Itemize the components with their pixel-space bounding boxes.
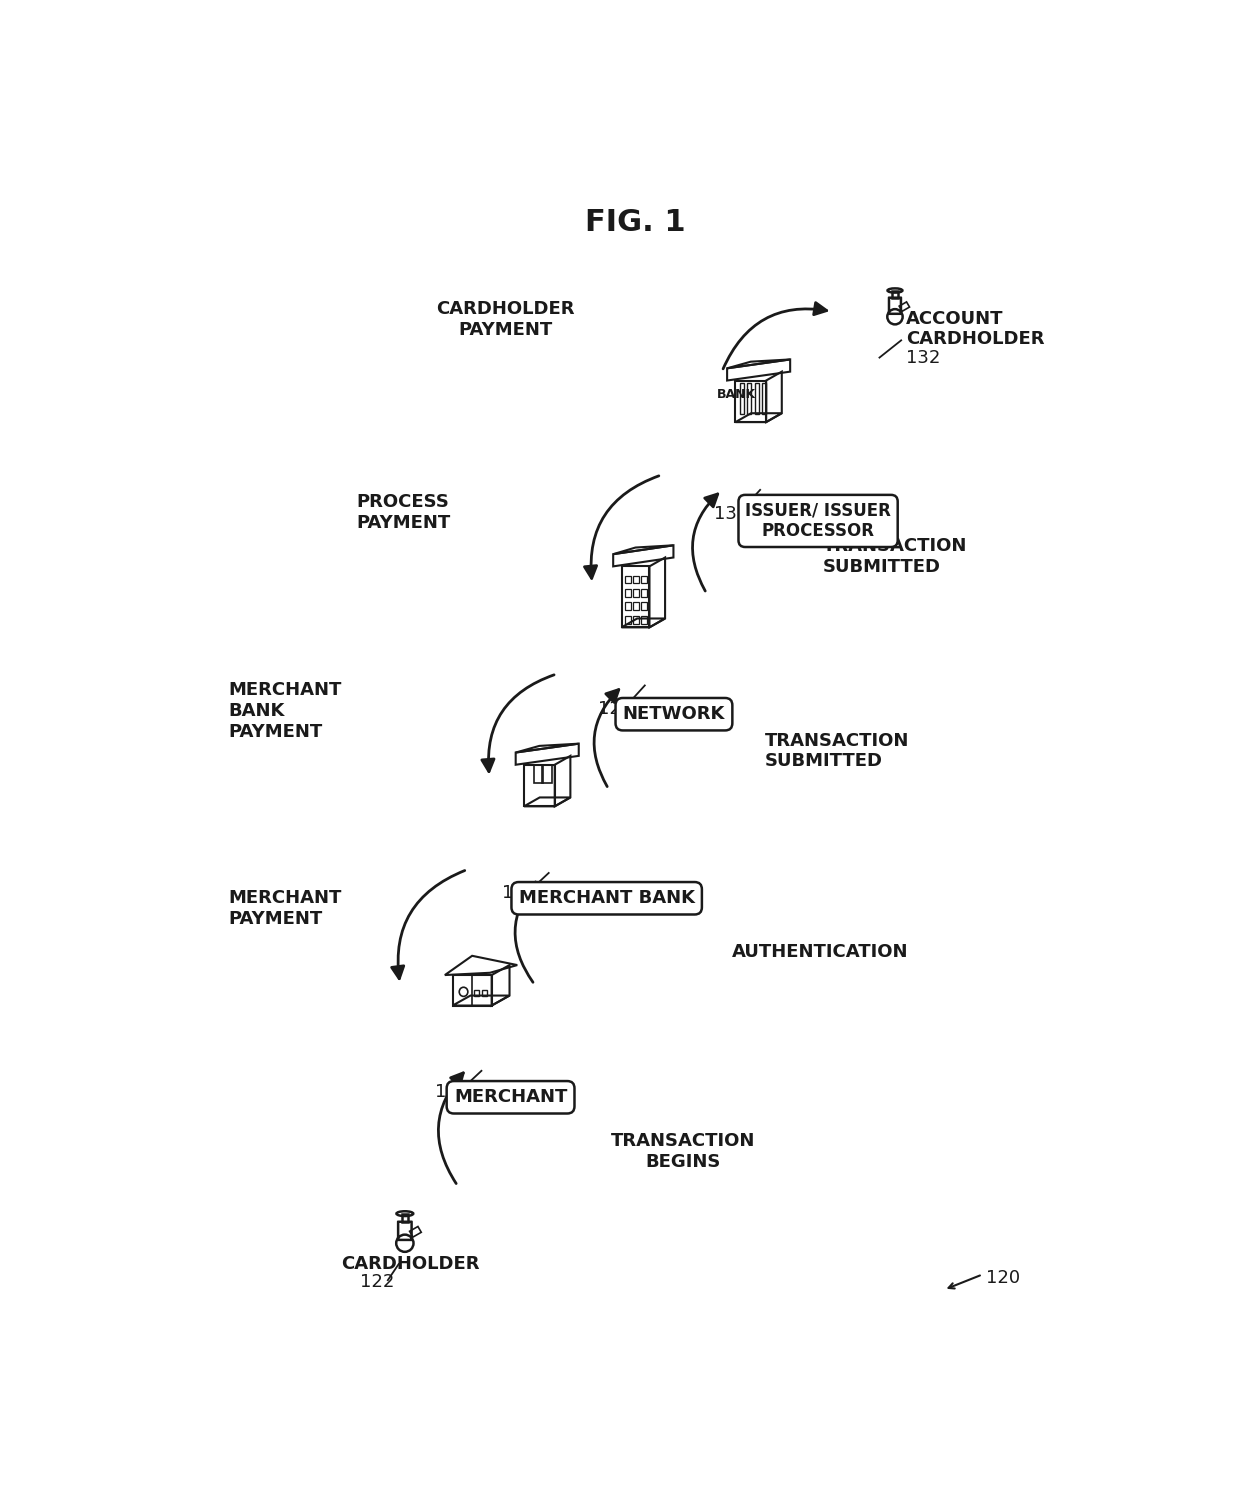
- Text: ISSUER/ ISSUER
PROCESSOR: ISSUER/ ISSUER PROCESSOR: [745, 502, 892, 541]
- Text: BANK: BANK: [717, 388, 756, 400]
- Bar: [534, 765, 543, 783]
- Text: PROCESS
PAYMENT: PROCESS PAYMENT: [357, 493, 451, 532]
- Text: 126: 126: [502, 884, 537, 902]
- Text: 130: 130: [714, 505, 748, 523]
- Bar: [525, 765, 554, 807]
- Text: CARDHOLDER
PAYMENT: CARDHOLDER PAYMENT: [436, 300, 575, 339]
- Text: CARDHOLDER: CARDHOLDER: [341, 1255, 480, 1273]
- FancyArrowPatch shape: [692, 495, 718, 592]
- Bar: [748, 382, 751, 414]
- Text: 122: 122: [360, 1273, 394, 1291]
- Text: 120: 120: [987, 1270, 1021, 1288]
- Bar: [402, 1213, 408, 1222]
- Bar: [453, 976, 492, 1005]
- FancyArrowPatch shape: [392, 871, 465, 979]
- FancyArrowPatch shape: [723, 303, 827, 369]
- Bar: [625, 575, 631, 584]
- Bar: [641, 602, 647, 610]
- FancyArrowPatch shape: [482, 675, 554, 771]
- FancyArrowPatch shape: [515, 881, 536, 982]
- Text: TRANSACTION
SUBMITTED: TRANSACTION SUBMITTED: [765, 732, 910, 771]
- Bar: [542, 765, 552, 783]
- Text: 128: 128: [598, 701, 632, 719]
- Text: TRANSACTION
SUBMITTED: TRANSACTION SUBMITTED: [823, 538, 967, 577]
- Bar: [632, 589, 639, 598]
- Text: 132: 132: [905, 350, 940, 368]
- FancyArrowPatch shape: [439, 1073, 464, 1183]
- Bar: [641, 589, 647, 598]
- Bar: [621, 566, 650, 627]
- Bar: [632, 602, 639, 610]
- FancyArrowPatch shape: [584, 477, 658, 578]
- FancyArrowPatch shape: [594, 690, 619, 786]
- Bar: [641, 575, 647, 584]
- Text: MERCHANT BANK: MERCHANT BANK: [518, 889, 694, 907]
- Bar: [625, 589, 631, 598]
- Bar: [641, 616, 647, 623]
- Text: TRANSACTION
BEGINS: TRANSACTION BEGINS: [611, 1132, 755, 1171]
- Text: ACCOUNT: ACCOUNT: [905, 311, 1003, 329]
- Bar: [632, 616, 639, 623]
- Bar: [625, 616, 631, 623]
- Bar: [755, 382, 759, 414]
- Bar: [482, 991, 486, 996]
- Text: MERCHANT
BANK
PAYMENT: MERCHANT BANK PAYMENT: [228, 681, 341, 741]
- Text: 124: 124: [435, 1083, 469, 1101]
- Text: MERCHANT: MERCHANT: [454, 1088, 567, 1106]
- Bar: [625, 602, 631, 610]
- Bar: [632, 575, 639, 584]
- Bar: [735, 381, 766, 423]
- Bar: [893, 290, 898, 297]
- Text: AUTHENTICATION: AUTHENTICATION: [732, 943, 908, 961]
- Text: NETWORK: NETWORK: [622, 705, 725, 723]
- Bar: [740, 382, 744, 414]
- Bar: [474, 991, 479, 996]
- Text: FIG. 1: FIG. 1: [585, 209, 686, 238]
- Bar: [763, 382, 766, 414]
- Text: CARDHOLDER: CARDHOLDER: [905, 330, 1044, 348]
- Text: MERCHANT
PAYMENT: MERCHANT PAYMENT: [228, 889, 341, 928]
